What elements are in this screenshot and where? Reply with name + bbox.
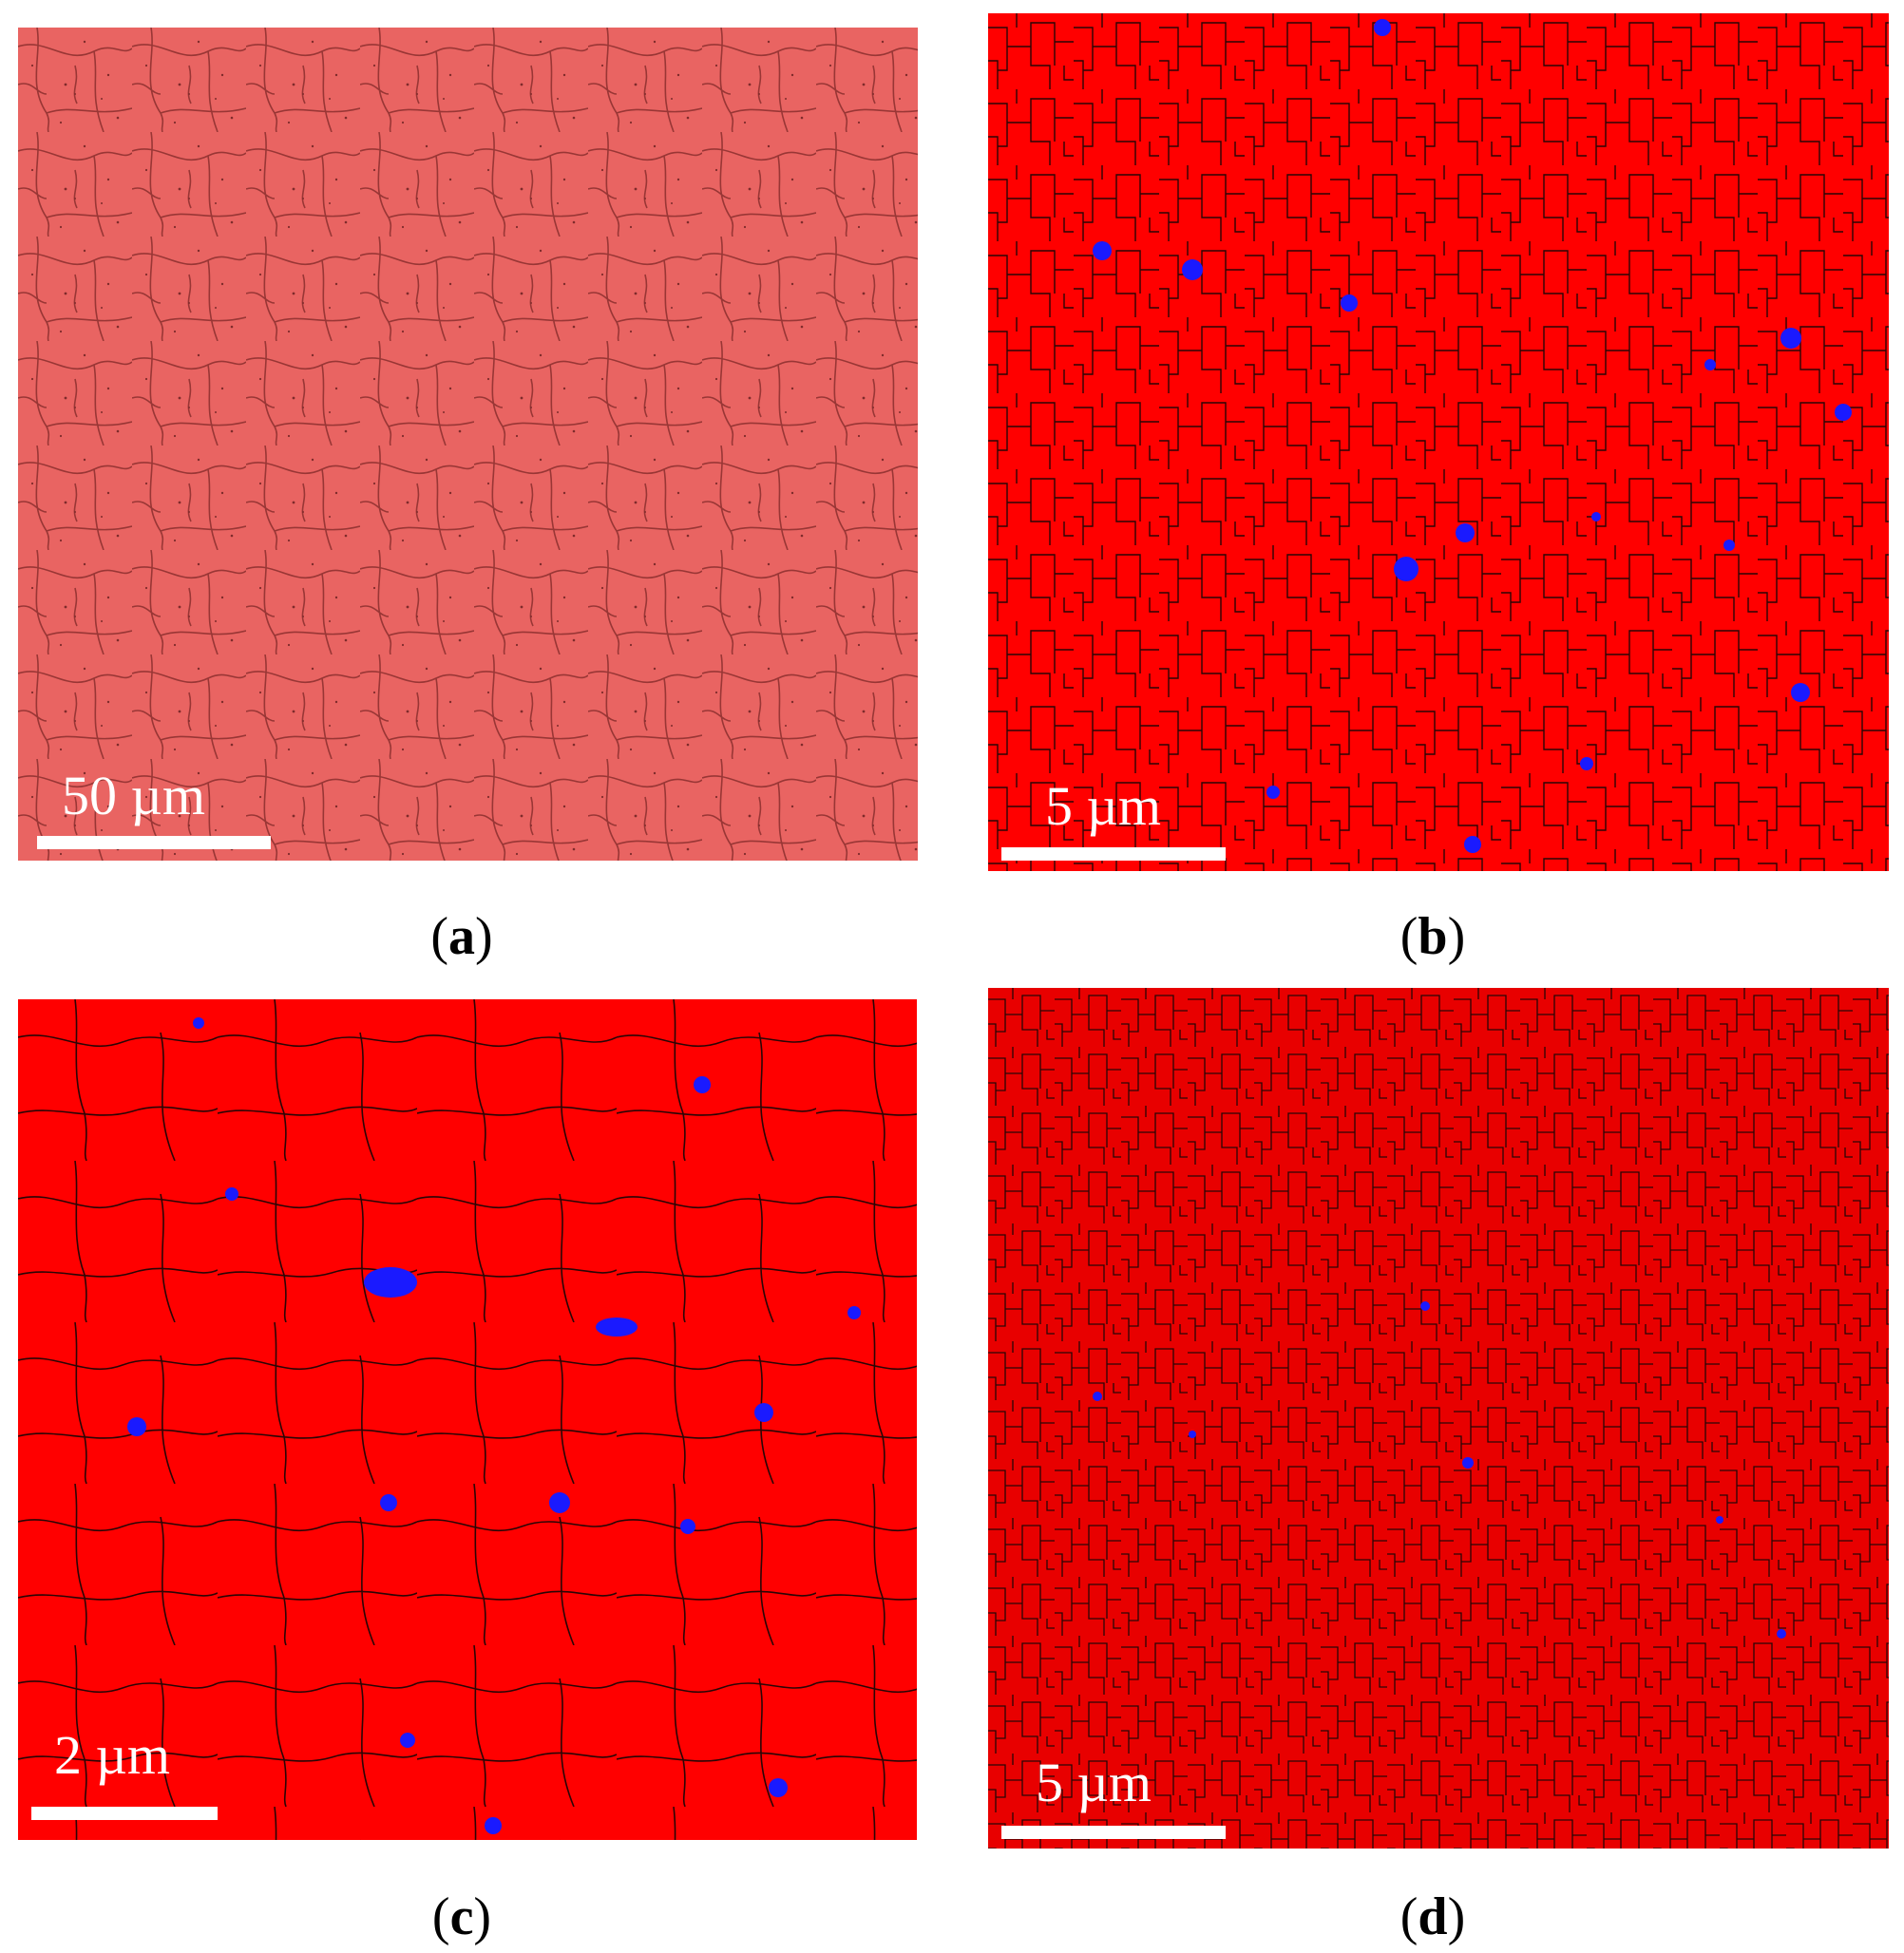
caption-b: (b) xyxy=(1399,907,1466,966)
scale-bar-label-b: 5 µm xyxy=(1045,775,1162,837)
micrograph-panel-d: 5 µm xyxy=(988,988,1889,1849)
scale-bar-label-a: 50 µm xyxy=(62,765,206,826)
scale-bar-d xyxy=(1001,1826,1226,1839)
caption-letter-d: d xyxy=(1418,1887,1448,1946)
micrograph-panel-b: 5 µm xyxy=(988,13,1889,871)
caption-d: (d) xyxy=(1399,1887,1466,1946)
scale-bar-c xyxy=(31,1807,218,1820)
scale-bar-a xyxy=(37,836,271,849)
caption-letter-c: c xyxy=(449,1887,474,1946)
micrograph-a-image xyxy=(18,28,918,861)
scale-bar-label-c: 2 µm xyxy=(54,1724,171,1786)
caption-a: (a) xyxy=(430,907,493,966)
micrograph-b-image xyxy=(988,13,1889,871)
micrograph-d-image xyxy=(988,988,1889,1849)
micrograph-panel-c: 2 µm xyxy=(18,999,917,1840)
micrograph-panel-a: 50 µm xyxy=(18,28,918,861)
scale-bar-label-d: 5 µm xyxy=(1036,1752,1152,1813)
caption-c: (c) xyxy=(431,1887,492,1946)
micrograph-c-image xyxy=(18,999,917,1840)
scale-bar-b xyxy=(1001,847,1226,861)
caption-letter-b: b xyxy=(1418,907,1448,966)
caption-letter-a: a xyxy=(448,907,475,966)
